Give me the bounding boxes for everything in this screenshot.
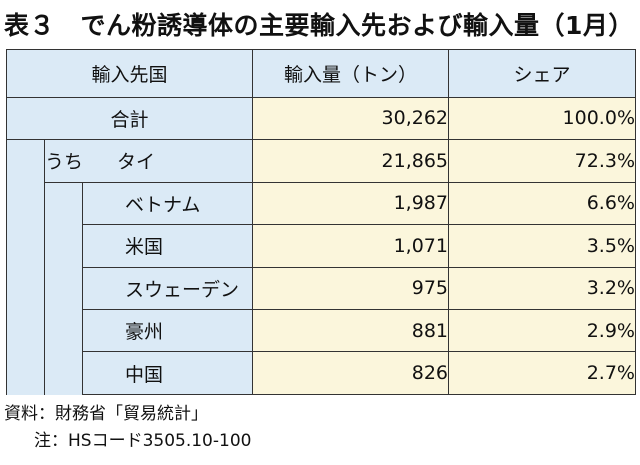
uchi-label: うち — [45, 151, 84, 174]
row-country: ベトナム — [82, 181, 253, 226]
row-share: 2.9% — [448, 309, 636, 353]
row-country: 中国 — [82, 351, 253, 395]
notes: 資料：財務省「貿易統計」 注：HSコード3505.10-100 — [4, 401, 251, 455]
total-share: 100.0% — [448, 96, 636, 141]
total-row: 合計 30,262 100.0% — [6, 96, 636, 141]
row-country: 豪州 — [82, 309, 253, 353]
table-row: うち タイ 21,865 72.3% — [6, 139, 636, 395]
row-volume: 21,865 — [252, 139, 449, 183]
row-country: 米国 — [82, 224, 253, 268]
row-volume: 975 — [252, 266, 449, 311]
table-row: 米国 1,071 3.5% — [7, 224, 636, 268]
hs-code-note: 注：HSコード3505.10-100 — [34, 431, 252, 451]
table-row: 中国 826 2.7% — [7, 351, 636, 395]
row-volume: 1,071 — [252, 224, 449, 268]
row-volume: 1,987 — [252, 181, 449, 226]
total-label: 合計 — [6, 96, 253, 141]
row-volume: 881 — [252, 309, 449, 353]
indent-cell-2 — [44, 182, 83, 395]
header-share: シェア — [448, 49, 636, 98]
import-table: 輸入先国 輸入量（トン） シェア 合計 30,262 100.0% うち タイ 2… — [6, 49, 636, 395]
row-volume: 826 — [252, 351, 449, 395]
header-row: 輸入先国 輸入量（トン） シェア — [6, 49, 636, 98]
row-country: うち タイ — [44, 139, 253, 183]
row-share: 72.3% — [448, 139, 636, 183]
table-row: スウェーデン 975 3.2% — [7, 266, 636, 311]
source-note: 資料：財務省「貿易統計」 — [4, 404, 208, 424]
row-country: スウェーデン — [82, 266, 253, 311]
row-share: 3.5% — [448, 224, 636, 268]
header-country: 輸入先国 — [6, 49, 253, 98]
table-row: ベトナム 1,987 6.6% — [7, 181, 636, 395]
row-share: 3.2% — [448, 266, 636, 311]
total-volume: 30,262 — [252, 96, 449, 141]
row-share: 2.7% — [448, 351, 636, 395]
table-row: 豪州 881 2.9% — [7, 309, 636, 353]
indent-cell — [6, 139, 45, 395]
header-volume: 輸入量（トン） — [252, 49, 449, 98]
country-thai: タイ — [117, 151, 156, 174]
table-title: 表３ でん粉誘導体の主要輸入先および輸入量（1月） — [4, 11, 634, 40]
row-share: 6.6% — [448, 181, 636, 226]
